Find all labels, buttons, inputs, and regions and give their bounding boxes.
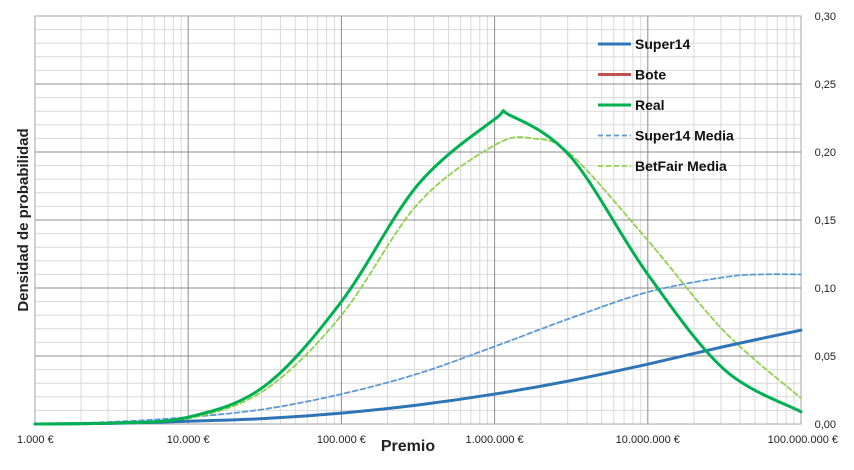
legend: Super14 Bote Real Super14 Media BetFair Medi… xyxy=(598,36,734,174)
x-axis-title: Premio xyxy=(381,438,435,455)
x-tick-label: 10.000 € xyxy=(167,434,210,446)
legend-label: BetFair Media xyxy=(635,158,727,174)
x-tick-label: 1.000.000 € xyxy=(466,434,524,446)
legend-label: Super14 xyxy=(635,36,690,52)
x-tick-label: 1.000 € xyxy=(17,434,54,446)
x-tick-label: 100.000 € xyxy=(317,434,366,446)
y-axis-title: Densidad de probabilidad xyxy=(15,128,32,311)
x-tick-label: 10.000.000 € xyxy=(616,434,680,446)
legend-label: Bote xyxy=(635,67,666,83)
y-tick-label: 0,30 xyxy=(815,11,836,23)
x-tick-label: 100.000.000 € xyxy=(768,434,838,446)
x-axis-tick-labels: 1.000 € 10.000 € 100.000 € 1.000.000 € 10.00… xyxy=(17,434,838,446)
y-tick-label: 0,10 xyxy=(815,283,836,295)
y-tick-label: 0,15 xyxy=(815,215,836,227)
series-lines xyxy=(33,109,803,426)
series-line-real xyxy=(33,109,803,426)
y-tick-label: 0,20 xyxy=(815,147,836,159)
y-tick-label: 0,05 xyxy=(815,351,836,363)
legend-label: Real xyxy=(635,97,665,113)
y-tick-label: 0,00 xyxy=(815,419,836,431)
legend-label: Super14 Media xyxy=(635,128,734,144)
y-axis-tick-labels: 0,00 0,05 0,10 0,15 0,20 0,25 0,30 xyxy=(815,11,836,431)
y-tick-label: 0,25 xyxy=(815,79,836,91)
plot-area-frame xyxy=(34,15,802,425)
